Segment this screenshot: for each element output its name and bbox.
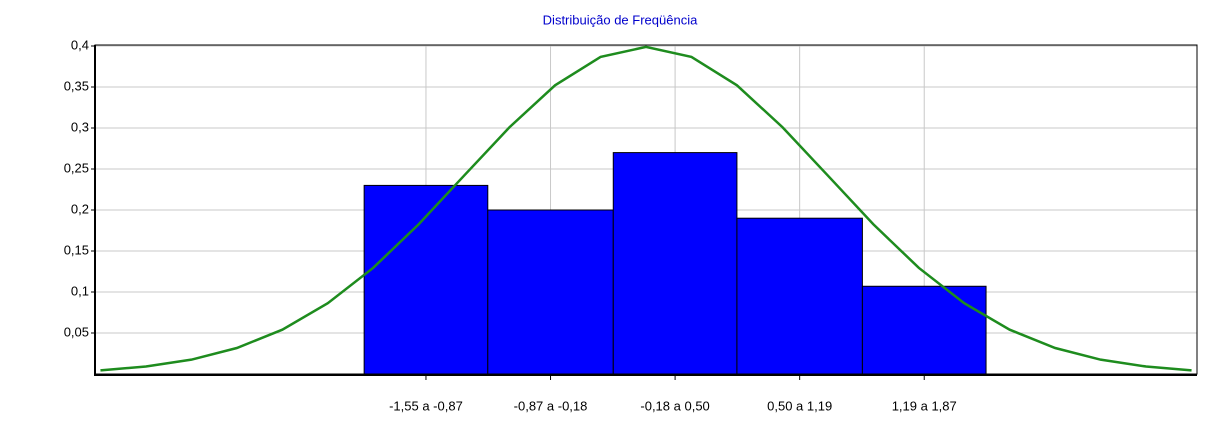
x-tick-label: -1,55 a -0,87 bbox=[389, 398, 463, 413]
bar bbox=[612, 152, 738, 375]
bar bbox=[487, 209, 614, 375]
y-tick-label: 0,15 bbox=[64, 242, 89, 257]
y-tick-label: 0,2 bbox=[71, 201, 89, 216]
y-tick-label: 0,1 bbox=[71, 283, 89, 298]
y-tick-label: 0,05 bbox=[64, 324, 89, 339]
density-curve bbox=[100, 45, 1192, 372]
y-tick-label: 0,25 bbox=[64, 160, 89, 175]
x-tick-label: 0,50 a 1,19 bbox=[767, 398, 832, 413]
y-tick-label: 0,35 bbox=[64, 78, 89, 93]
x-tick-label: 1,19 a 1,87 bbox=[892, 398, 957, 413]
bar bbox=[363, 184, 489, 375]
y-tick-label: 0,4 bbox=[71, 37, 89, 52]
x-tick-label: -0,18 a 0,50 bbox=[640, 398, 709, 413]
y-tick-label: 0,3 bbox=[71, 119, 89, 134]
chart-title: Distribuição de Freqüência bbox=[543, 12, 698, 27]
x-tick-label: -0,87 a -0,18 bbox=[514, 398, 588, 413]
bar bbox=[736, 217, 863, 375]
bar bbox=[861, 285, 987, 375]
